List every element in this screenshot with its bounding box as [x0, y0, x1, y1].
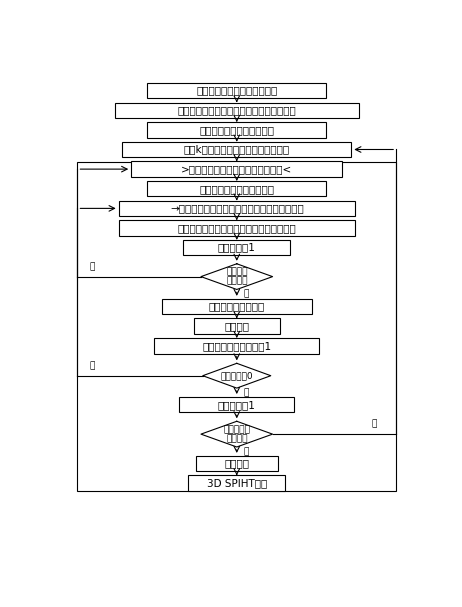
Bar — [115, 103, 359, 118]
Text: 对输入待压缩三维高光谱图像进行谱段分组: 对输入待压缩三维高光谱图像进行谱段分组 — [177, 105, 296, 115]
Text: 是: 是 — [243, 388, 249, 397]
Bar — [194, 319, 280, 334]
Text: 是: 是 — [243, 447, 249, 456]
Polygon shape — [203, 364, 271, 388]
Bar — [147, 83, 326, 98]
Bar — [179, 397, 294, 412]
Text: 将第k组高光谱图像的谱段组数初始化: 将第k组高光谱图像的谱段组数初始化 — [184, 144, 290, 155]
Bar — [147, 181, 326, 197]
Text: 谱段序号加1: 谱段序号加1 — [218, 243, 255, 253]
Text: 是否大于: 是否大于 — [226, 268, 248, 276]
Bar — [154, 338, 319, 353]
Bar — [162, 299, 312, 314]
Text: 3D SPIHT编码: 3D SPIHT编码 — [207, 478, 267, 488]
Bar — [147, 122, 326, 138]
Bar — [195, 456, 278, 471]
Text: 否: 否 — [372, 419, 377, 429]
Bar — [131, 161, 342, 177]
Text: 是否大于总: 是否大于总 — [223, 425, 250, 434]
Text: 构建分形多小波滤波器矩阵: 构建分形多小波滤波器矩阵 — [199, 125, 274, 135]
Bar — [183, 240, 291, 256]
Text: 输入待压缩的三维高光谱图像: 输入待压缩的三维高光谱图像 — [196, 86, 277, 95]
Bar — [119, 220, 355, 236]
Bar — [188, 475, 285, 491]
Polygon shape — [201, 264, 273, 290]
Bar — [122, 142, 352, 157]
Text: >扩展高光谱图像的行、列和谱段数<: >扩展高光谱图像的行、列和谱段数< — [181, 164, 292, 174]
Text: 分形多小波变换层数初始化: 分形多小波变换层数初始化 — [199, 184, 274, 194]
Text: 分形多小波谱段变换: 分形多小波谱段变换 — [209, 302, 265, 311]
Text: 否: 否 — [89, 361, 94, 370]
Bar — [78, 161, 396, 491]
Text: 分形多小波变换层数减1: 分形多小波变换层数减1 — [202, 341, 271, 351]
Text: 否: 否 — [89, 262, 94, 271]
Text: →将扩展后的高光谱图像进行分形多小波行变换: →将扩展后的高光谱图像进行分形多小波行变换 — [170, 203, 304, 214]
Text: 谱段组数: 谱段组数 — [226, 434, 248, 443]
Text: 谱段数数: 谱段数数 — [226, 277, 248, 286]
Text: 将行变换高光谱图像进行分形多小波列变换: 将行变换高光谱图像进行分形多小波列变换 — [177, 223, 296, 233]
Text: 量化系数: 量化系数 — [224, 458, 249, 469]
Text: 谱段组数加1: 谱段组数加1 — [218, 399, 255, 410]
Text: 更新图像: 更新图像 — [224, 321, 249, 331]
Polygon shape — [201, 421, 273, 447]
Text: 层数是否为0: 层数是否为0 — [220, 371, 253, 380]
Bar — [119, 201, 355, 216]
Text: 是: 是 — [243, 290, 249, 299]
